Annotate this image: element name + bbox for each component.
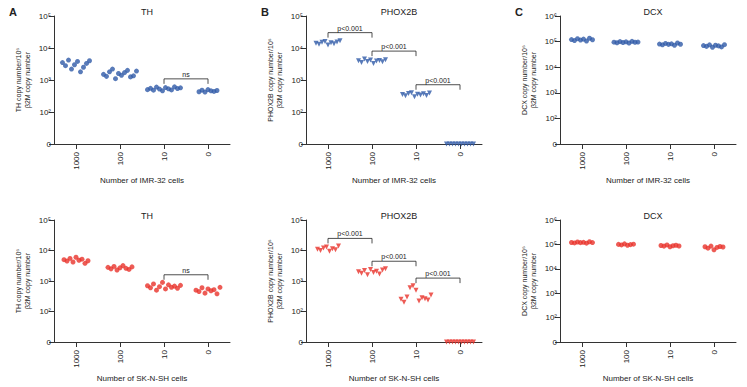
svg-text:10³: 10³ bbox=[545, 289, 557, 298]
svg-text:10⁵: 10⁵ bbox=[291, 12, 303, 21]
svg-text:Number of SK-N-SH cells: Number of SK-N-SH cells bbox=[603, 374, 694, 383]
svg-text:0: 0 bbox=[710, 349, 719, 354]
svg-text:ns: ns bbox=[182, 71, 190, 78]
svg-text:DCX copy number/10⁶: DCX copy number/10⁶ bbox=[521, 246, 529, 316]
svg-text:Number of SK-N-SH cells: Number of SK-N-SH cells bbox=[97, 374, 188, 383]
svg-text:10⁵: 10⁵ bbox=[39, 216, 51, 225]
svg-text:0: 0 bbox=[204, 151, 213, 156]
svg-text:β2M copy number: β2M copy number bbox=[530, 51, 538, 108]
svg-text:1000: 1000 bbox=[324, 151, 333, 169]
svg-text:p<0.001: p<0.001 bbox=[381, 253, 407, 261]
svg-text:10⁶: 10⁶ bbox=[545, 216, 557, 225]
svg-text:10³: 10³ bbox=[545, 88, 557, 97]
svg-text:0: 0 bbox=[553, 338, 558, 347]
svg-text:0: 0 bbox=[553, 140, 558, 149]
svg-text:β2M copy number: β2M copy number bbox=[276, 252, 284, 309]
svg-text:10³: 10³ bbox=[39, 277, 51, 286]
svg-text:DCX: DCX bbox=[643, 7, 662, 17]
svg-text:1000: 1000 bbox=[72, 151, 81, 169]
svg-text:Number of IMR-32 cells: Number of IMR-32 cells bbox=[352, 176, 436, 185]
svg-text:DCX copy number/10⁶: DCX copy number/10⁶ bbox=[521, 45, 529, 115]
svg-text:10: 10 bbox=[160, 151, 169, 160]
svg-text:PHOX2B copy number/10⁶: PHOX2B copy number/10⁶ bbox=[267, 239, 275, 323]
svg-text:100: 100 bbox=[368, 349, 377, 363]
svg-text:TH: TH bbox=[141, 211, 153, 221]
svg-text:β2M copy number: β2M copy number bbox=[276, 51, 284, 108]
svg-text:0: 0 bbox=[299, 338, 304, 347]
svg-text:1000: 1000 bbox=[72, 349, 81, 367]
svg-text:10⁵: 10⁵ bbox=[291, 216, 303, 225]
svg-text:p<0.001: p<0.001 bbox=[337, 230, 363, 238]
svg-text:1000: 1000 bbox=[578, 151, 587, 169]
svg-text:0: 0 bbox=[456, 151, 465, 156]
svg-text:Number of IMR-32 cells: Number of IMR-32 cells bbox=[100, 176, 184, 185]
svg-text:10⁴: 10⁴ bbox=[291, 246, 304, 255]
svg-text:β2M copy number: β2M copy number bbox=[24, 252, 32, 309]
svg-text:10³: 10³ bbox=[39, 76, 51, 85]
svg-text:PHOX2B copy number/10⁶: PHOX2B copy number/10⁶ bbox=[267, 38, 275, 122]
svg-text:10⁵: 10⁵ bbox=[545, 240, 557, 249]
svg-text:10²: 10² bbox=[291, 108, 303, 117]
svg-text:100: 100 bbox=[368, 151, 377, 165]
svg-text:100: 100 bbox=[622, 151, 631, 165]
svg-text:C: C bbox=[515, 6, 523, 18]
svg-text:TH copy number/10⁶: TH copy number/10⁶ bbox=[15, 249, 23, 313]
svg-text:10⁴: 10⁴ bbox=[291, 44, 304, 53]
svg-text:0: 0 bbox=[204, 349, 213, 354]
svg-text:p<0.001: p<0.001 bbox=[337, 25, 363, 33]
svg-text:10⁴: 10⁴ bbox=[39, 246, 52, 255]
svg-text:ns: ns bbox=[182, 267, 190, 274]
svg-text:10: 10 bbox=[412, 349, 421, 358]
svg-text:0: 0 bbox=[47, 338, 52, 347]
svg-text:10³: 10³ bbox=[291, 76, 303, 85]
svg-text:B: B bbox=[261, 6, 269, 18]
svg-text:10²: 10² bbox=[39, 307, 51, 316]
svg-text:DCX: DCX bbox=[643, 211, 662, 221]
svg-text:10⁵: 10⁵ bbox=[545, 37, 557, 46]
svg-text:p<0.001: p<0.001 bbox=[425, 270, 451, 278]
svg-text:TH: TH bbox=[141, 7, 153, 17]
svg-text:10: 10 bbox=[412, 151, 421, 160]
svg-text:100: 100 bbox=[116, 151, 125, 165]
svg-text:100: 100 bbox=[116, 349, 125, 363]
svg-text:1000: 1000 bbox=[324, 349, 333, 367]
svg-text:A: A bbox=[9, 6, 17, 18]
svg-text:10²: 10² bbox=[291, 307, 303, 316]
svg-text:p<0.001: p<0.001 bbox=[425, 77, 451, 85]
svg-text:0: 0 bbox=[47, 140, 52, 149]
svg-text:β2M copy number: β2M copy number bbox=[24, 51, 32, 108]
svg-text:10: 10 bbox=[160, 349, 169, 358]
svg-text:p<0.001: p<0.001 bbox=[381, 43, 407, 51]
svg-text:100: 100 bbox=[622, 349, 631, 363]
svg-text:10²: 10² bbox=[545, 114, 557, 123]
svg-text:0: 0 bbox=[299, 140, 304, 149]
svg-text:0: 0 bbox=[710, 151, 719, 156]
svg-text:10⁵: 10⁵ bbox=[39, 12, 51, 21]
svg-text:10³: 10³ bbox=[291, 277, 303, 286]
svg-text:TH copy number/10⁶: TH copy number/10⁶ bbox=[15, 48, 23, 112]
svg-text:1000: 1000 bbox=[578, 349, 587, 367]
svg-text:PHOX2B: PHOX2B bbox=[381, 211, 418, 221]
svg-text:10⁴: 10⁴ bbox=[39, 44, 52, 53]
svg-text:β2M copy number: β2M copy number bbox=[530, 252, 538, 309]
svg-text:10²: 10² bbox=[39, 108, 51, 117]
svg-text:10: 10 bbox=[666, 349, 675, 358]
svg-text:Number of IMR-32 cells: Number of IMR-32 cells bbox=[606, 176, 690, 185]
svg-text:PHOX2B: PHOX2B bbox=[381, 7, 418, 17]
svg-text:0: 0 bbox=[456, 349, 465, 354]
svg-text:10: 10 bbox=[666, 151, 675, 160]
svg-text:10⁶: 10⁶ bbox=[545, 12, 557, 21]
svg-text:10⁴: 10⁴ bbox=[545, 264, 558, 273]
svg-text:10⁴: 10⁴ bbox=[545, 63, 558, 72]
svg-text:Number of SK-N-SH cells: Number of SK-N-SH cells bbox=[349, 374, 440, 383]
svg-text:10²: 10² bbox=[545, 313, 557, 322]
